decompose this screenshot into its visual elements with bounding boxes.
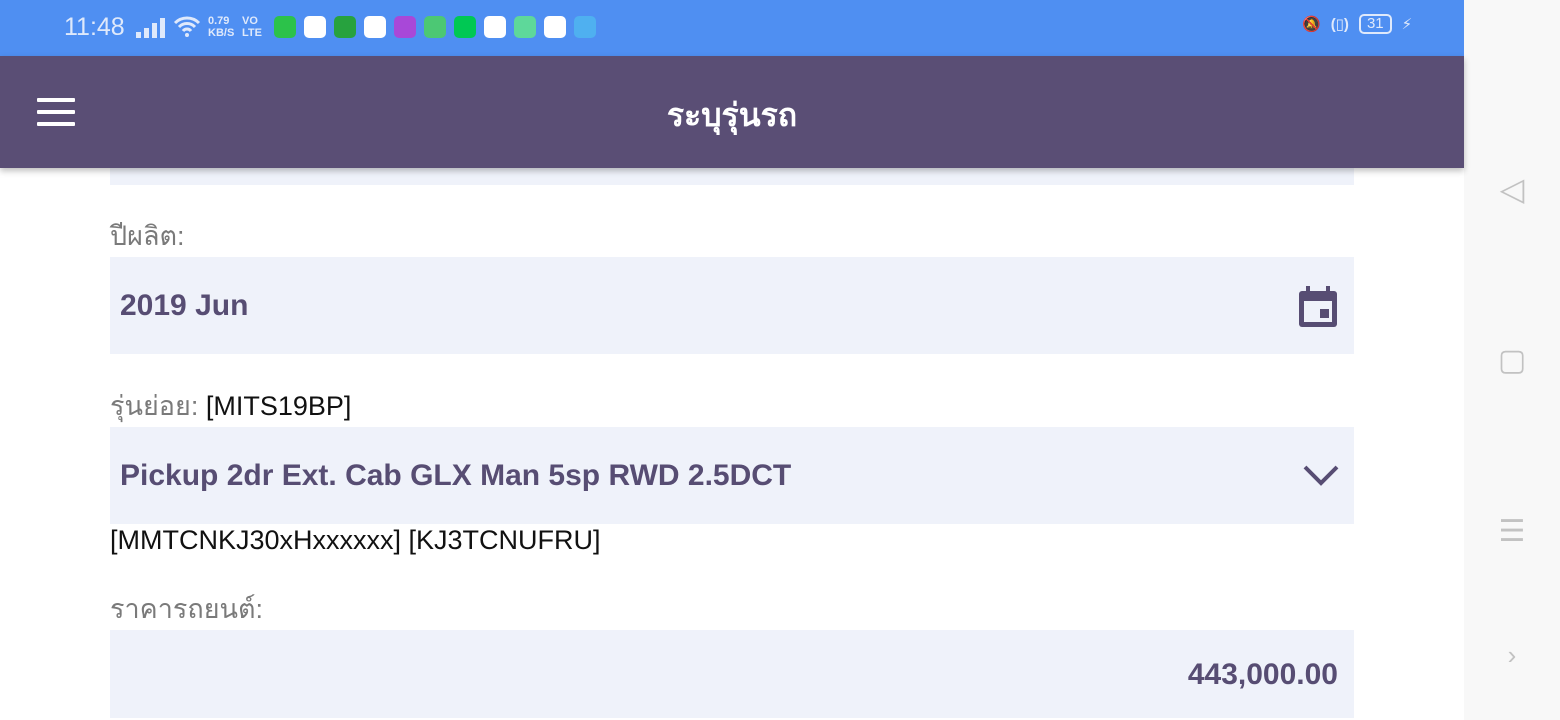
price-label: ราคารถยนต์: xyxy=(110,594,264,624)
app-notification-icon xyxy=(364,16,386,38)
chevron-down-icon[interactable] xyxy=(1302,463,1340,487)
vibrate-icon: (▯) xyxy=(1330,16,1349,33)
volte-indicator: VO LTE xyxy=(242,15,262,39)
app-notification-icon xyxy=(484,16,506,38)
calendar-icon[interactable] xyxy=(1296,285,1340,329)
year-label: ปีผลิต: xyxy=(110,221,185,251)
status-bar: 11:48 0.79 KB/S VO LTE 🔕 (▯) 31 ⚡ xyxy=(0,0,1464,56)
app-notification-icon xyxy=(424,16,446,38)
app-notification-icon xyxy=(394,16,416,38)
menu-icon[interactable] xyxy=(37,98,75,134)
previous-field[interactable] xyxy=(110,168,1354,185)
price-value: 443,000.00 xyxy=(1187,658,1338,691)
year-value: 2019 Jun xyxy=(120,289,249,322)
app-header: ระบุรุ่นรถ xyxy=(0,56,1464,168)
page-title: ระบุรุ่นรถ xyxy=(666,97,798,133)
app-notification-icon xyxy=(514,16,536,38)
app-notification-icon xyxy=(304,16,326,38)
app-notification-icon xyxy=(274,16,296,38)
expand-icon[interactable]: › xyxy=(1507,640,1517,670)
submodel-select[interactable]: Pickup 2dr Ext. Cab GLX Man 5sp RWD 2.5D… xyxy=(110,427,1354,524)
charging-icon: ⚡ xyxy=(1401,16,1413,33)
year-date-field[interactable]: 2019 Jun xyxy=(110,257,1354,354)
submodel-code: [MITS19BP] xyxy=(205,391,352,421)
home-icon[interactable]: ▢ xyxy=(1497,344,1527,377)
wifi-icon xyxy=(173,16,201,37)
price-field[interactable]: 443,000.00 xyxy=(110,630,1354,718)
navigation-bar: ◁ ▢ ☰ › xyxy=(1464,0,1560,720)
notification-icons xyxy=(274,16,596,38)
network-speed: 0.79 KB/S xyxy=(208,15,235,39)
app-notification-icon xyxy=(454,16,476,38)
app-notification-icon xyxy=(574,16,596,38)
app-notification-icon xyxy=(334,16,356,38)
vibrate-off-icon: 🔕 xyxy=(1302,16,1321,33)
back-icon[interactable]: ◁ xyxy=(1499,171,1525,207)
battery-icon: 31 xyxy=(1358,14,1392,34)
submodel-label: รุ่นย่อย: [MITS19BP] xyxy=(110,391,352,421)
app-notification-icon xyxy=(544,16,566,38)
submodel-value: Pickup 2dr Ext. Cab GLX Man 5sp RWD 2.5D… xyxy=(120,459,792,492)
recents-icon[interactable]: ☰ xyxy=(1498,515,1526,548)
signal-icon xyxy=(136,18,165,38)
vehicle-codes: [MMTCNKJ30xHxxxxxx] [KJ3TCNUFRU] xyxy=(110,525,601,555)
clock: 11:48 xyxy=(64,13,125,41)
